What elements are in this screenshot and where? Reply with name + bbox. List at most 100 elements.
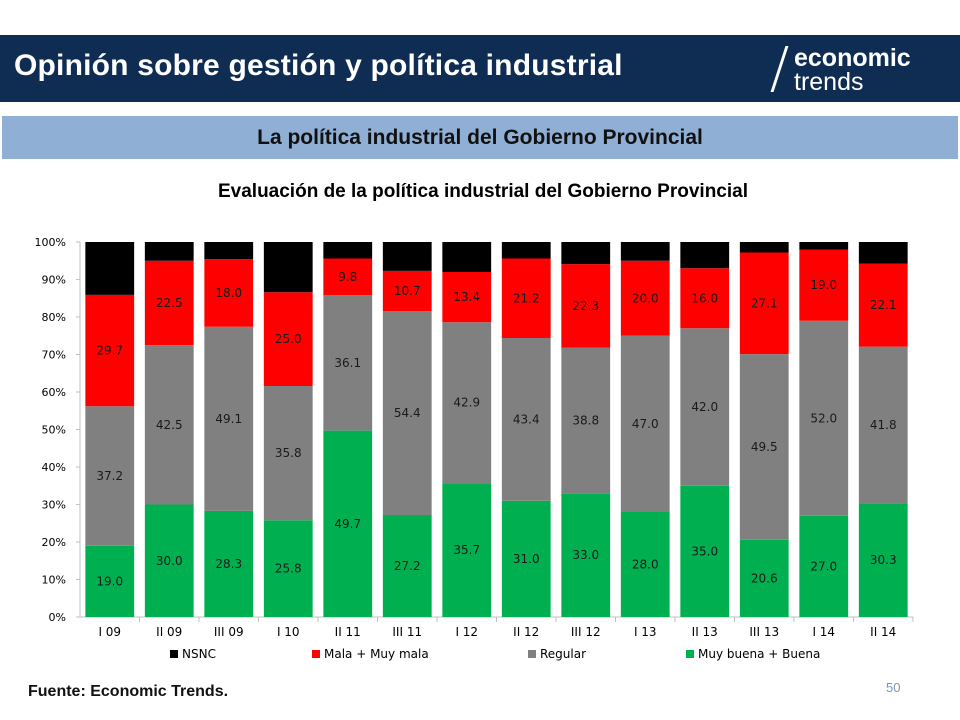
bar-segment: [620, 242, 670, 261]
data-label: 16.0: [691, 291, 718, 305]
bar-segment: [680, 485, 730, 617]
data-label: 52.0: [810, 411, 837, 425]
x-tick-label: II 12: [513, 625, 539, 639]
data-label: 31.0: [513, 552, 540, 566]
bar-segment: [620, 335, 670, 512]
data-label: 33.0: [572, 548, 599, 562]
page-title: Opinión sobre gestión y política industr…: [14, 49, 623, 82]
bar-segment: [739, 354, 789, 540]
bar-segment: [858, 346, 908, 504]
header-bar: Opinión sobre gestión y política industr…: [0, 35, 960, 102]
data-label: 41.8: [870, 418, 897, 432]
x-tick-label: I 13: [634, 625, 657, 639]
y-tick-label: 30%: [42, 499, 66, 512]
bar-segment: [561, 347, 611, 494]
y-tick-label: 90%: [42, 274, 66, 287]
data-label: 49.1: [215, 412, 242, 426]
bar-segment: [382, 311, 432, 515]
bar-segment: [204, 242, 254, 260]
y-tick-label: 60%: [42, 386, 66, 399]
bar-segment: [858, 242, 908, 264]
bar-segment: [263, 242, 313, 293]
bar-segment: [739, 539, 789, 617]
bar-segment: [561, 242, 611, 265]
bar-segment: [382, 242, 432, 271]
data-label: 27.1: [751, 296, 778, 310]
economic-trends-logo: economic trends: [770, 40, 948, 98]
data-label: 42.5: [156, 418, 183, 432]
bar-segment: [620, 512, 670, 617]
chart-legend: NSNC Mala + Muy mala Regular Muy buena + Bu…: [170, 647, 820, 661]
bar-segment: [501, 500, 551, 617]
bar-segment: [858, 263, 908, 347]
bar-segment: [85, 294, 135, 407]
legend-swatch: [528, 650, 536, 658]
legend-label: Regular: [540, 647, 586, 661]
section-band: La política industrial del Gobierno Prov…: [2, 116, 958, 159]
data-label: 54.4: [394, 406, 421, 420]
bar-segment: [144, 504, 194, 617]
data-labels-layer: 19.0 37.2 29.7 30.0 42.5 22.5 28.3 49.1 18.0 25.8…: [96, 270, 896, 589]
data-label: 49.5: [751, 440, 778, 454]
x-tick-label: II 11: [335, 625, 361, 639]
bar-segment: [204, 326, 254, 511]
y-tick-label: 0%: [49, 611, 66, 624]
bar-segment: [382, 270, 432, 311]
x-tick-label: I 10: [277, 625, 300, 639]
data-label: 27.0: [810, 559, 837, 573]
data-label: 19.0: [96, 574, 123, 588]
bar-segment: [323, 242, 373, 259]
bar-segment: [323, 430, 373, 617]
bar-segment: [739, 252, 789, 355]
bar-segment: [680, 242, 730, 269]
data-label: 30.3: [870, 553, 897, 567]
bar-segment: [858, 503, 908, 617]
bar-segment: [204, 510, 254, 617]
x-tick-label: I 09: [98, 625, 121, 639]
bar-segment: [442, 242, 492, 272]
data-label: 13.4: [453, 290, 480, 304]
y-tick-label: 50%: [42, 424, 66, 437]
logo-slash: [770, 46, 789, 92]
bar-segment: [799, 249, 849, 321]
bar-segment: [680, 268, 730, 329]
y-tick-label: 100%: [35, 236, 66, 249]
data-label: 36.1: [334, 356, 361, 370]
bar-segment: [85, 545, 135, 617]
bar-segment: [680, 328, 730, 486]
bar-segment: [620, 260, 670, 336]
data-label: 43.4: [513, 412, 540, 426]
bar-segment: [382, 515, 432, 617]
legend-label: Muy buena + Buena: [698, 647, 820, 661]
source-note: Fuente: Economic Trends.: [28, 683, 229, 700]
bar-segment: [561, 493, 611, 617]
data-label: 19.0: [810, 278, 837, 292]
y-tick-label: 80%: [42, 311, 66, 324]
bar-segment: [263, 292, 313, 386]
x-tick-label: III 13: [749, 625, 779, 639]
bar-segment: [501, 242, 551, 259]
data-label: 35.7: [453, 543, 480, 557]
bar-segment: [501, 258, 551, 338]
bar-segment: [144, 345, 194, 505]
data-label: 27.2: [394, 559, 421, 573]
data-label: 38.8: [572, 414, 599, 428]
data-label: 42.9: [453, 396, 480, 410]
x-tick-label: I 12: [455, 625, 478, 639]
bar-segment: [263, 386, 313, 521]
y-tick-label: 70%: [42, 349, 66, 362]
data-label: 9.8: [338, 270, 357, 284]
legend-swatch: [312, 650, 320, 658]
bar-segment: [799, 242, 849, 250]
bar-segment: [799, 515, 849, 617]
y-tick-label: 20%: [42, 536, 66, 549]
data-label: 47.0: [632, 417, 659, 431]
data-label: 28.3: [215, 557, 242, 571]
data-label: 22.5: [156, 296, 183, 310]
x-tick-label: III 09: [214, 625, 244, 639]
stacked-bar-chart: Evaluación de la política industrial del…: [35, 181, 914, 661]
bar-segment: [85, 406, 135, 546]
bars-layer: [85, 242, 908, 617]
bar-segment: [263, 520, 313, 617]
data-label: 28.0: [632, 558, 659, 572]
